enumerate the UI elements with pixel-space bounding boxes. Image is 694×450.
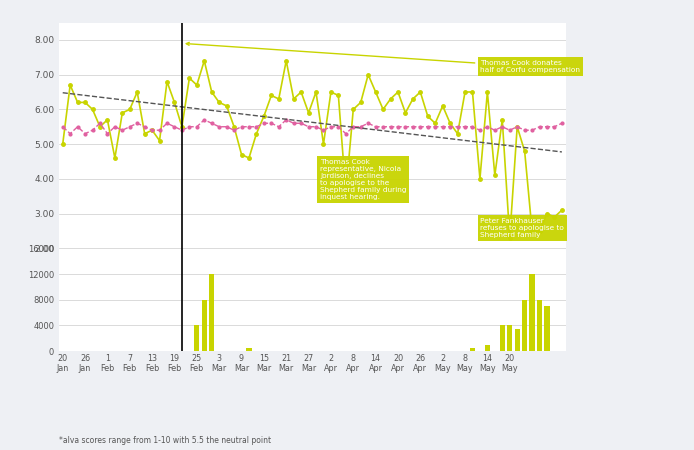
Text: Peter Fankhauser
refuses to apologise to
Shepherd family: Peter Fankhauser refuses to apologise to… [480, 218, 564, 238]
Bar [537, 300, 542, 351]
Text: *alva scores range from 1-10 with 5.5 the neutral point: *alva scores range from 1-10 with 5.5 th… [59, 436, 271, 445]
Bar [522, 300, 527, 351]
Text: Thomas Cook donates
half of Corfu compensation: Thomas Cook donates half of Corfu compen… [186, 42, 580, 73]
Bar [194, 325, 199, 351]
Legend: Thomas Cook, Travel Sector, Linear (Thomas Cook): Thomas Cook, Travel Sector, Linear (Thom… [64, 273, 397, 289]
Bar [470, 348, 475, 351]
Bar [507, 325, 512, 351]
Bar [202, 300, 207, 351]
Bar [530, 274, 534, 351]
Bar [246, 348, 252, 351]
Bar [485, 345, 490, 351]
Bar [514, 328, 520, 351]
Bar [209, 274, 214, 351]
Bar [500, 325, 505, 351]
Text: Thomas Cook
representative, Nicola
Jordison, declines
to apologise to the
Shephe: Thomas Cook representative, Nicola Jordi… [320, 159, 407, 200]
Bar [544, 306, 550, 351]
